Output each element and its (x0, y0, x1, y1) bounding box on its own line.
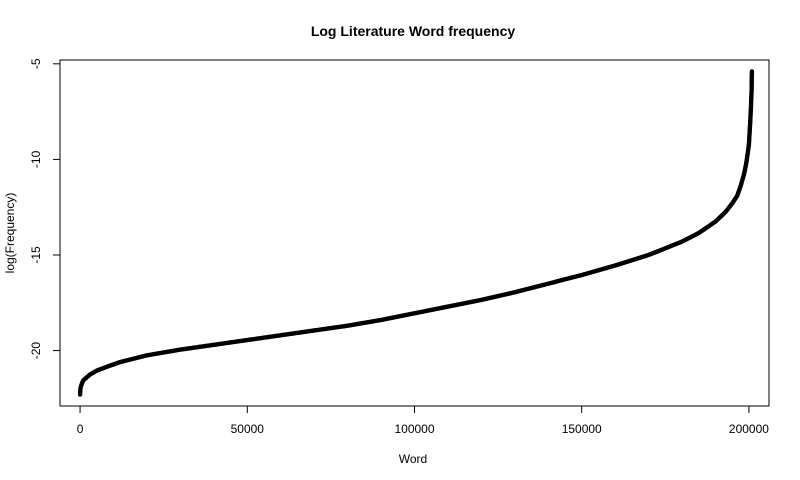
data-point (749, 69, 755, 74)
y-tick-label: -10 (29, 150, 43, 168)
x-tick-label: 200000 (729, 422, 769, 436)
data-points (77, 69, 755, 397)
x-tick-label: 50000 (231, 422, 265, 436)
x-axis: 0 50000 100000 150000 200000 (77, 405, 769, 436)
y-tick-label: -5 (29, 58, 43, 69)
y-axis-label: log(Frequency) (3, 193, 17, 274)
x-tick-label: 150000 (562, 422, 602, 436)
y-tick-label: -15 (29, 246, 43, 264)
y-tick-label: -20 (29, 342, 43, 360)
x-axis-label: Word (399, 452, 427, 466)
x-tick-label: 0 (77, 422, 84, 436)
chart-title: Log Literature Word frequency (311, 23, 516, 39)
y-axis: -20 -15 -10 -5 (29, 58, 61, 360)
x-tick-label: 100000 (394, 422, 434, 436)
